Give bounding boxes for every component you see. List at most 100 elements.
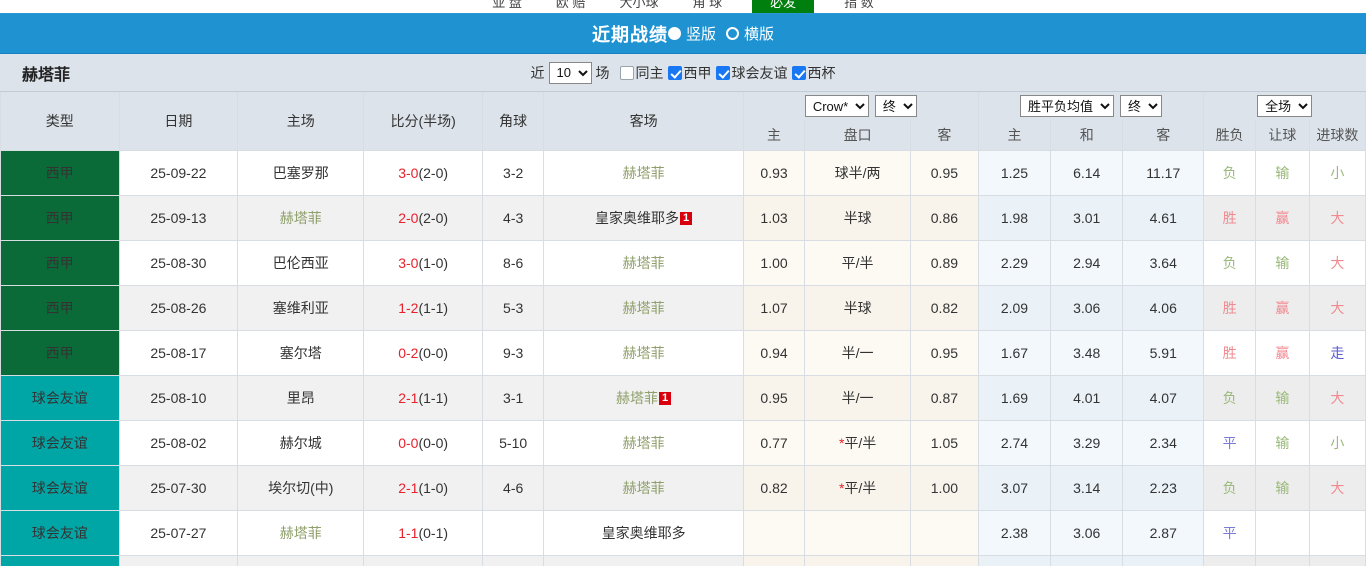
cell-date: 25-08-30 xyxy=(118,239,239,286)
table-row[interactable]: 西甲 25-08-26 塞维利亚 1-2(1-1) 5-3 赫塔菲 1.07 半球 0.82 2.… xyxy=(0,284,1366,331)
odds-type-select[interactable]: 胜平负均值 xyxy=(1020,95,1115,117)
cell-result-goals: 小 xyxy=(1308,554,1366,566)
cell-handicap-line: 半球 xyxy=(804,284,911,331)
period-select-cell: 全场 xyxy=(1203,92,1366,120)
view-option-vertical[interactable]: 竖版 xyxy=(667,23,716,44)
page-title: 近期战绩 xyxy=(591,24,668,45)
cell-odds-away: 11.17 xyxy=(1122,149,1205,196)
cell-handicap-away-odds: 0.82 xyxy=(909,284,979,331)
filter-league-2[interactable]: 西杯 xyxy=(791,63,836,83)
subcol-result-handicap: 让球 xyxy=(1254,120,1310,151)
table-row[interactable]: 球会友谊 25-08-10 里昂 2-1(1-1) 3-1 赫塔菲 1 0.95 半/一 0.87… xyxy=(0,374,1366,421)
cell-date: 25-08-26 xyxy=(118,284,239,331)
top-nav-item[interactable]: 角 球 xyxy=(692,0,723,10)
cell-away-team: 皇家奥维耶多 1 xyxy=(543,194,744,241)
cell-handicap-home-odds: 1.03 xyxy=(742,194,806,241)
red-badge: 1 xyxy=(680,211,693,225)
table-row[interactable]: 球会友谊 25-08-02 赫尔城 0-0(0-0) 5-10 赫塔菲 0.77 *平/半 1.… xyxy=(0,419,1366,466)
cell-odds-draw: 6.14 xyxy=(1050,149,1124,196)
cell-result-goals xyxy=(1308,509,1366,556)
table-row[interactable]: 球会友谊25-07-19赫塔菲0-0(0-0)5-1普雷斯顿0.82平/半1.0… xyxy=(0,554,1366,566)
section-title-bar: 近期战绩 竖版 横版 xyxy=(0,14,1366,54)
table-row[interactable]: 球会友谊 25-07-30 埃尔切(中) 2-1(1-0) 4-6 赫塔菲 0.82 *平/半… xyxy=(0,464,1366,511)
cell-result-handicap: 赢 xyxy=(1254,329,1310,376)
radio-vertical-icon[interactable] xyxy=(667,27,681,40)
same-home-label: 同主 xyxy=(635,64,664,81)
cell-corner: 3-2 xyxy=(481,149,545,196)
cell-corner: 8-6 xyxy=(481,239,545,286)
cell-date: 25-08-17 xyxy=(118,329,239,376)
cell-odds-draw: 4.01 xyxy=(1050,374,1124,421)
cell-result-handicap: 输 xyxy=(1254,554,1310,566)
cell-type: 西甲 xyxy=(0,239,120,286)
league-0-checkbox[interactable] xyxy=(667,65,682,80)
top-nav-item[interactable]: 指 数 xyxy=(844,0,874,10)
recent-prefix-label: 近 xyxy=(530,64,545,81)
recent-suffix-label: 场 xyxy=(595,64,610,81)
cell-handicap-home-odds: 0.82 xyxy=(742,464,806,511)
recent-results-table: 类型 日期 主场 比分(半场) 角球 客场 Crow* 终 胜平负均值 终 xyxy=(0,92,1366,566)
table-row[interactable]: 西甲 25-08-30 巴伦西亚 3-0(1-0) 8-6 赫塔菲 1.00 平/半 0.89 2… xyxy=(0,239,1366,286)
bookmaker-select[interactable]: Crow* xyxy=(804,95,869,117)
league-2-checkbox[interactable] xyxy=(791,65,806,80)
table-row[interactable]: 球会友谊 25-07-27 赫塔菲 1-1(0-1) 皇家奥维耶多 2.38 3.06 2.8… xyxy=(0,509,1366,556)
cell-home-team: 埃尔切(中) xyxy=(237,464,365,511)
cell-away-team: 赫塔菲 xyxy=(543,329,744,376)
table-row[interactable]: 西甲 25-08-17 塞尔塔 0-2(0-0) 9-3 赫塔菲 0.94 半/一 0.95 1.… xyxy=(0,329,1366,376)
subcol-hc-away: 客 xyxy=(909,120,979,151)
cell-result-goals: 大 xyxy=(1308,464,1366,511)
cell-handicap-away-odds: 0.95 xyxy=(909,329,979,376)
col-header-date: 日期 xyxy=(118,92,239,150)
table-row[interactable]: 西甲 25-09-22 巴塞罗那 3-0(2-0) 3-2 赫塔菲 0.93 球半/两 0.95… xyxy=(0,149,1366,196)
odds-stage-select[interactable]: 终 xyxy=(1120,95,1163,117)
cell-handicap-line: 半/一 xyxy=(804,329,911,376)
cell-score: 2-1(1-1) xyxy=(363,374,483,421)
table-row[interactable]: 西甲 25-09-13 赫塔菲 2-0(2-0) 4-3 皇家奥维耶多 1 1.03 半球 0.8… xyxy=(0,194,1366,241)
table-header-selects-row: 类型 日期 主场 比分(半场) 角球 客场 Crow* 终 胜平负均值 终 xyxy=(0,92,1366,150)
cell-handicap-home-odds: 0.95 xyxy=(742,374,806,421)
filter-league-0[interactable]: 西甲 xyxy=(667,63,712,83)
red-badge: 1 xyxy=(659,391,672,405)
same-home-checkbox[interactable] xyxy=(619,65,634,80)
subcol-od-away: 客 xyxy=(1122,120,1205,151)
cell-odds-home: 1.67 xyxy=(977,329,1052,376)
cell-result-winloss: 负 xyxy=(1203,149,1256,196)
handicap-selects-cell: Crow* 终 xyxy=(742,92,979,120)
cell-odds-home: 1.69 xyxy=(977,374,1052,421)
filter-league-1[interactable]: 球会友谊 xyxy=(715,63,788,83)
cell-handicap-away-odds: 0.89 xyxy=(909,239,979,286)
top-nav-item[interactable]: 必发 xyxy=(752,0,815,13)
top-nav-item[interactable]: 大小球 xyxy=(619,0,659,10)
cell-odds-home: 1.25 xyxy=(977,149,1052,196)
cell-handicap-home-odds: 1.00 xyxy=(742,239,806,286)
league-1-checkbox[interactable] xyxy=(715,65,730,80)
top-nav-item[interactable]: 欧 赔 xyxy=(555,0,586,10)
radio-horizontal-icon[interactable] xyxy=(726,27,739,40)
cell-home-team: 里昂 xyxy=(237,374,365,421)
view-option-horizontal[interactable]: 横版 xyxy=(726,23,774,44)
cell-score: 2-1(1-0) xyxy=(363,464,483,511)
cell-date: 25-07-27 xyxy=(118,509,239,556)
cell-corner: 9-3 xyxy=(481,329,545,376)
period-select[interactable]: 全场 xyxy=(1257,95,1313,117)
cell-type: 西甲 xyxy=(0,149,120,196)
cell-handicap-line: 平/半 xyxy=(804,239,911,286)
cell-away-team: 赫塔菲 xyxy=(543,419,744,466)
cell-type: 西甲 xyxy=(0,284,120,331)
filter-same-home[interactable]: 同主 xyxy=(619,63,664,83)
top-nav-item[interactable]: 亚 盘 xyxy=(492,0,522,10)
cell-type: 球会友谊 xyxy=(0,419,120,466)
cell-handicap-away-odds: 1.00 xyxy=(909,554,979,566)
cell-result-winloss: 负 xyxy=(1203,239,1256,286)
handicap-stage-select[interactable]: 终 xyxy=(874,95,917,117)
cell-odds-home: 2.29 xyxy=(977,239,1052,286)
match-count-select[interactable]: 6102030 xyxy=(548,61,592,84)
cell-handicap-line xyxy=(804,509,911,556)
cell-home-team: 巴塞罗那 xyxy=(237,149,365,196)
cell-odds-away: 3.64 xyxy=(1122,239,1205,286)
cell-type: 球会友谊 xyxy=(0,374,120,421)
cell-result-handicap: 输 xyxy=(1254,149,1310,196)
cell-handicap-line: 球半/两 xyxy=(804,149,911,196)
cell-score: 1-2(1-1) xyxy=(363,284,483,331)
cell-odds-home: 2.74 xyxy=(977,419,1052,466)
